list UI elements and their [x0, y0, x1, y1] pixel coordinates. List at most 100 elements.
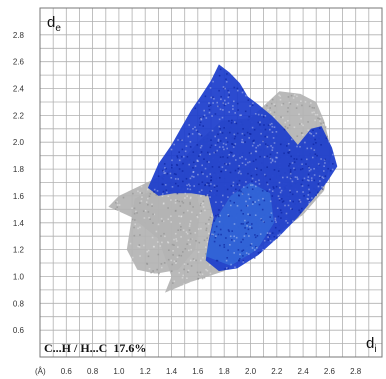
point	[176, 156, 179, 159]
point	[299, 146, 301, 148]
point	[307, 194, 310, 196]
point	[270, 161, 272, 164]
point	[256, 246, 258, 249]
point	[233, 235, 235, 238]
point	[251, 184, 254, 186]
point	[176, 256, 179, 259]
point	[264, 174, 267, 177]
point	[189, 201, 191, 204]
point	[198, 102, 200, 104]
point	[192, 171, 194, 173]
point	[222, 194, 224, 197]
point	[230, 204, 232, 207]
point	[209, 146, 212, 149]
point	[267, 239, 270, 241]
point	[233, 240, 236, 242]
point	[307, 198, 309, 200]
point	[155, 230, 158, 233]
point	[300, 183, 303, 186]
point	[206, 237, 208, 239]
x-tick-label: 2.6	[324, 367, 336, 376]
y-tick-label: 1.6	[13, 192, 25, 201]
point	[302, 191, 304, 193]
point	[324, 126, 327, 128]
point	[218, 125, 220, 128]
point	[292, 97, 295, 99]
point	[171, 159, 173, 162]
point	[247, 213, 249, 215]
point	[140, 185, 143, 188]
point	[115, 201, 117, 204]
point	[209, 173, 212, 175]
point	[205, 253, 207, 255]
point	[239, 114, 241, 117]
point	[286, 127, 289, 129]
point	[249, 226, 251, 228]
point	[196, 144, 199, 146]
point	[277, 195, 280, 197]
point	[233, 133, 236, 136]
point	[261, 190, 264, 192]
point	[170, 270, 173, 272]
point	[172, 250, 174, 252]
point	[284, 121, 287, 124]
point	[218, 209, 220, 211]
point	[250, 152, 252, 155]
point	[181, 200, 183, 203]
point	[139, 191, 141, 194]
point	[318, 175, 321, 177]
point	[214, 144, 217, 146]
point	[233, 137, 236, 140]
point	[132, 192, 134, 195]
point	[194, 232, 197, 234]
plot-frame	[39, 7, 383, 358]
point	[276, 237, 278, 239]
point	[165, 167, 167, 170]
x-axis-label: di	[366, 335, 377, 355]
point	[272, 240, 275, 243]
point	[267, 108, 269, 111]
x-tick-label: 1.0	[113, 367, 125, 376]
point	[291, 208, 293, 210]
point	[253, 257, 256, 259]
point	[196, 215, 198, 217]
point	[183, 263, 186, 265]
point	[259, 124, 261, 126]
point	[181, 170, 184, 172]
point	[219, 228, 222, 231]
point	[220, 233, 222, 236]
point	[200, 203, 203, 206]
point	[196, 216, 199, 219]
point	[250, 243, 253, 245]
point	[289, 163, 291, 165]
point	[280, 217, 282, 219]
point	[225, 78, 227, 81]
point	[178, 215, 180, 217]
point	[275, 131, 278, 133]
point	[254, 234, 256, 236]
point	[195, 129, 198, 132]
point	[209, 196, 211, 198]
point	[213, 231, 216, 233]
point	[319, 176, 322, 179]
point	[277, 170, 280, 172]
point	[179, 229, 182, 231]
point	[209, 272, 212, 275]
point	[321, 176, 324, 178]
point	[203, 114, 206, 117]
point	[222, 204, 224, 207]
point	[310, 177, 313, 179]
point	[226, 156, 229, 159]
point	[167, 241, 170, 244]
point	[170, 215, 172, 217]
point	[203, 158, 205, 160]
point	[271, 131, 274, 133]
point	[245, 232, 247, 235]
point	[198, 274, 200, 276]
point	[184, 150, 187, 153]
point	[141, 196, 143, 198]
point	[301, 207, 303, 210]
point	[144, 209, 147, 212]
point	[161, 195, 164, 197]
point	[304, 208, 307, 211]
